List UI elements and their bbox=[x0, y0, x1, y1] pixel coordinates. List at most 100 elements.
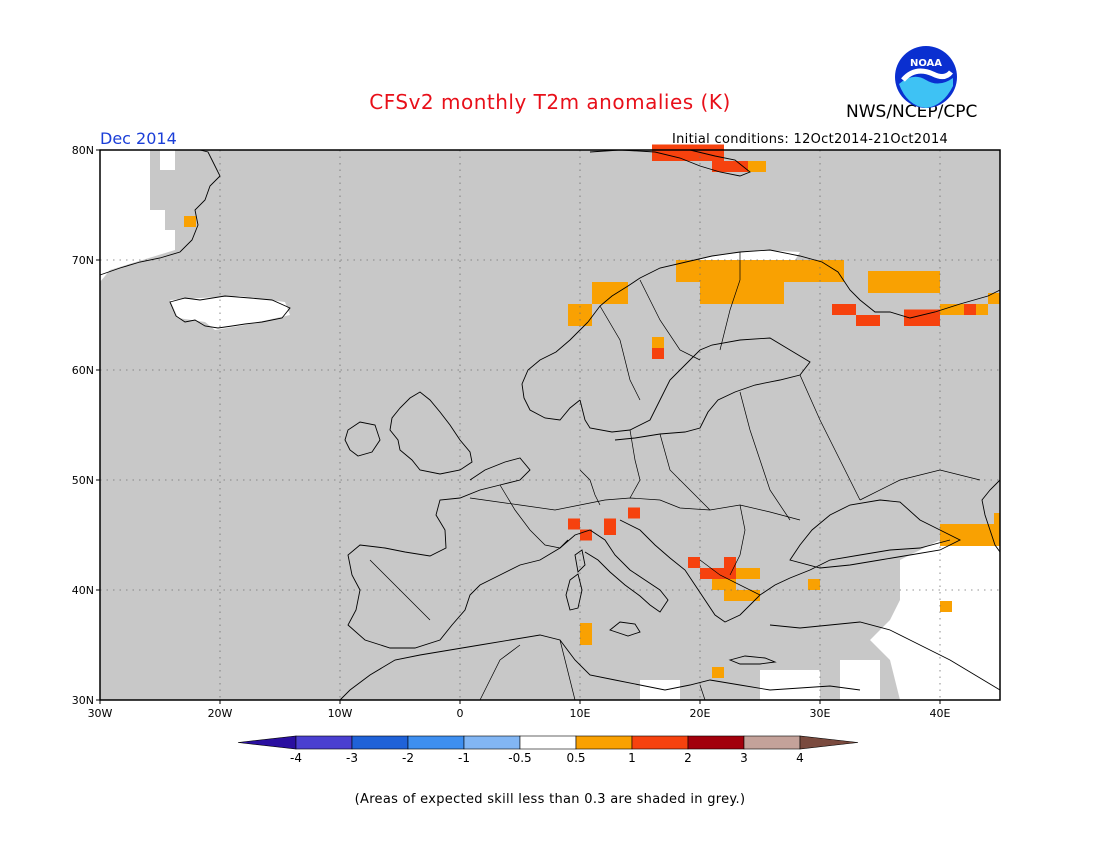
anomaly-cell bbox=[964, 304, 976, 315]
colorbar-segment bbox=[295, 735, 353, 750]
anomaly-cell bbox=[580, 623, 592, 645]
greenland-white-patch bbox=[100, 150, 175, 282]
colorbar-label: 1 bbox=[628, 751, 636, 765]
anomaly-cell bbox=[724, 590, 760, 601]
british-isles-coast bbox=[389, 391, 473, 475]
adriatic-balkan-coast bbox=[619, 519, 951, 623]
anomaly-cell bbox=[712, 667, 724, 678]
lon-tick-label: 30W bbox=[88, 707, 113, 720]
turkey-white-patch bbox=[870, 540, 1000, 700]
colorbar-segment bbox=[575, 735, 633, 750]
lon-tick-label: 40E bbox=[930, 707, 951, 720]
anomaly-cell bbox=[604, 518, 616, 535]
anomaly-cell bbox=[652, 348, 664, 359]
colorbar-arrow-high bbox=[799, 735, 859, 750]
colorbar-segment bbox=[463, 735, 521, 750]
lat-tick-label: 30N bbox=[72, 694, 94, 707]
lat-tick-label: 70N bbox=[72, 254, 94, 267]
egypt-white-patch bbox=[760, 670, 820, 700]
italy-coast bbox=[559, 529, 669, 613]
europe-west-coast bbox=[347, 457, 569, 649]
initial-conditions: Initial conditions: 12Oct2014-21Oct2014 bbox=[672, 132, 949, 147]
greenland-white-patch-2 bbox=[160, 150, 175, 170]
map-title: CFSv2 monthly T2m anomalies (K) bbox=[369, 90, 731, 114]
colorbar-segment bbox=[351, 735, 409, 750]
lat-tick-label: 40N bbox=[72, 584, 94, 597]
lon-tick-label: 20E bbox=[690, 707, 711, 720]
black-sea-coast bbox=[789, 499, 962, 569]
lat-tick-label: 50N bbox=[72, 474, 94, 487]
lon-tick-label: 20W bbox=[208, 707, 233, 720]
anomaly-cell bbox=[568, 304, 592, 326]
anomaly-cell bbox=[700, 282, 784, 304]
organization-label: NWS/NCEP/CPC bbox=[846, 102, 978, 122]
anomaly-cell bbox=[904, 309, 940, 326]
anomaly-cell bbox=[784, 260, 832, 271]
noaa-logo: NOAA bbox=[895, 46, 957, 108]
anomaly-cell bbox=[712, 579, 736, 590]
anomaly-cell bbox=[652, 337, 664, 348]
map-frame bbox=[99, 149, 1001, 701]
coastlines bbox=[99, 149, 1001, 701]
anomaly-cell bbox=[868, 271, 940, 293]
low-skill-grey-area bbox=[100, 150, 1000, 700]
greenland-coast bbox=[99, 149, 221, 276]
anomaly-cell bbox=[724, 557, 736, 568]
baltic-coast bbox=[579, 337, 811, 441]
lat-tick-label: 60N bbox=[72, 364, 94, 377]
colorbar-segment bbox=[519, 735, 577, 750]
colorbar-label: 2 bbox=[684, 751, 692, 765]
colorbar-label: -3 bbox=[346, 751, 358, 765]
anomaly-cell bbox=[808, 579, 820, 590]
colorbar-label: 0.5 bbox=[566, 751, 585, 765]
anomaly-cell bbox=[994, 513, 1000, 524]
anomaly-cell bbox=[568, 518, 580, 530]
anomaly-cell bbox=[748, 161, 766, 172]
anomaly-cell bbox=[988, 293, 1000, 304]
colorbar-segment bbox=[743, 735, 801, 750]
footnote: (Areas of expected skill less than 0.3 a… bbox=[354, 792, 746, 807]
iceland-white-patch bbox=[170, 296, 290, 330]
sicily-coast bbox=[609, 621, 641, 637]
colorbar-segment bbox=[631, 735, 689, 750]
anomaly-cell bbox=[940, 524, 1000, 546]
colorbar: -4 -3 -2 -1 -0.5 0.5 1 2 3 4 bbox=[237, 735, 859, 765]
colorbar-arrow-low bbox=[237, 735, 297, 750]
anomaly-cell bbox=[712, 161, 760, 172]
svalbard-coast bbox=[589, 149, 751, 177]
colorbar-label: 4 bbox=[796, 751, 804, 765]
anomaly-cell bbox=[856, 315, 880, 326]
sardinia-coast bbox=[565, 573, 583, 611]
anomaly-cell bbox=[940, 601, 952, 612]
colorbar-label: -2 bbox=[402, 751, 414, 765]
colorbar-label: -4 bbox=[290, 751, 302, 765]
colorbar-label: -0.5 bbox=[508, 751, 531, 765]
caspian-coast bbox=[981, 479, 1001, 553]
country-borders bbox=[369, 252, 981, 701]
anomaly-cell bbox=[628, 507, 640, 519]
turkey-south-coast bbox=[769, 621, 1001, 691]
sinai-white-patch bbox=[840, 660, 880, 700]
lon-tick-label: 0 bbox=[457, 707, 464, 720]
lon-tick-label: 10E bbox=[570, 707, 591, 720]
colorbar-label: 3 bbox=[740, 751, 748, 765]
iceland-coast bbox=[169, 295, 291, 329]
lon-tick-label: 10W bbox=[328, 707, 353, 720]
norway-west-coast bbox=[521, 321, 589, 421]
anomaly-cell bbox=[184, 216, 196, 227]
crete-coast bbox=[728, 655, 777, 665]
valid-month: Dec 2014 bbox=[100, 129, 177, 148]
noaa-logo-text: NOAA bbox=[910, 58, 942, 69]
colorbar-segment bbox=[687, 735, 745, 750]
corsica-coast bbox=[574, 549, 586, 573]
anomaly-cell bbox=[736, 568, 760, 579]
anomaly-cell bbox=[688, 557, 700, 568]
anomaly-cell bbox=[652, 144, 724, 161]
north-africa-coast bbox=[339, 634, 861, 701]
anomaly-cell bbox=[580, 529, 592, 541]
lat-tick-label: 80N bbox=[72, 144, 94, 157]
colorbar-label: -1 bbox=[458, 751, 470, 765]
anomaly-cell bbox=[592, 282, 628, 304]
scandinavia-coast bbox=[587, 249, 1001, 323]
